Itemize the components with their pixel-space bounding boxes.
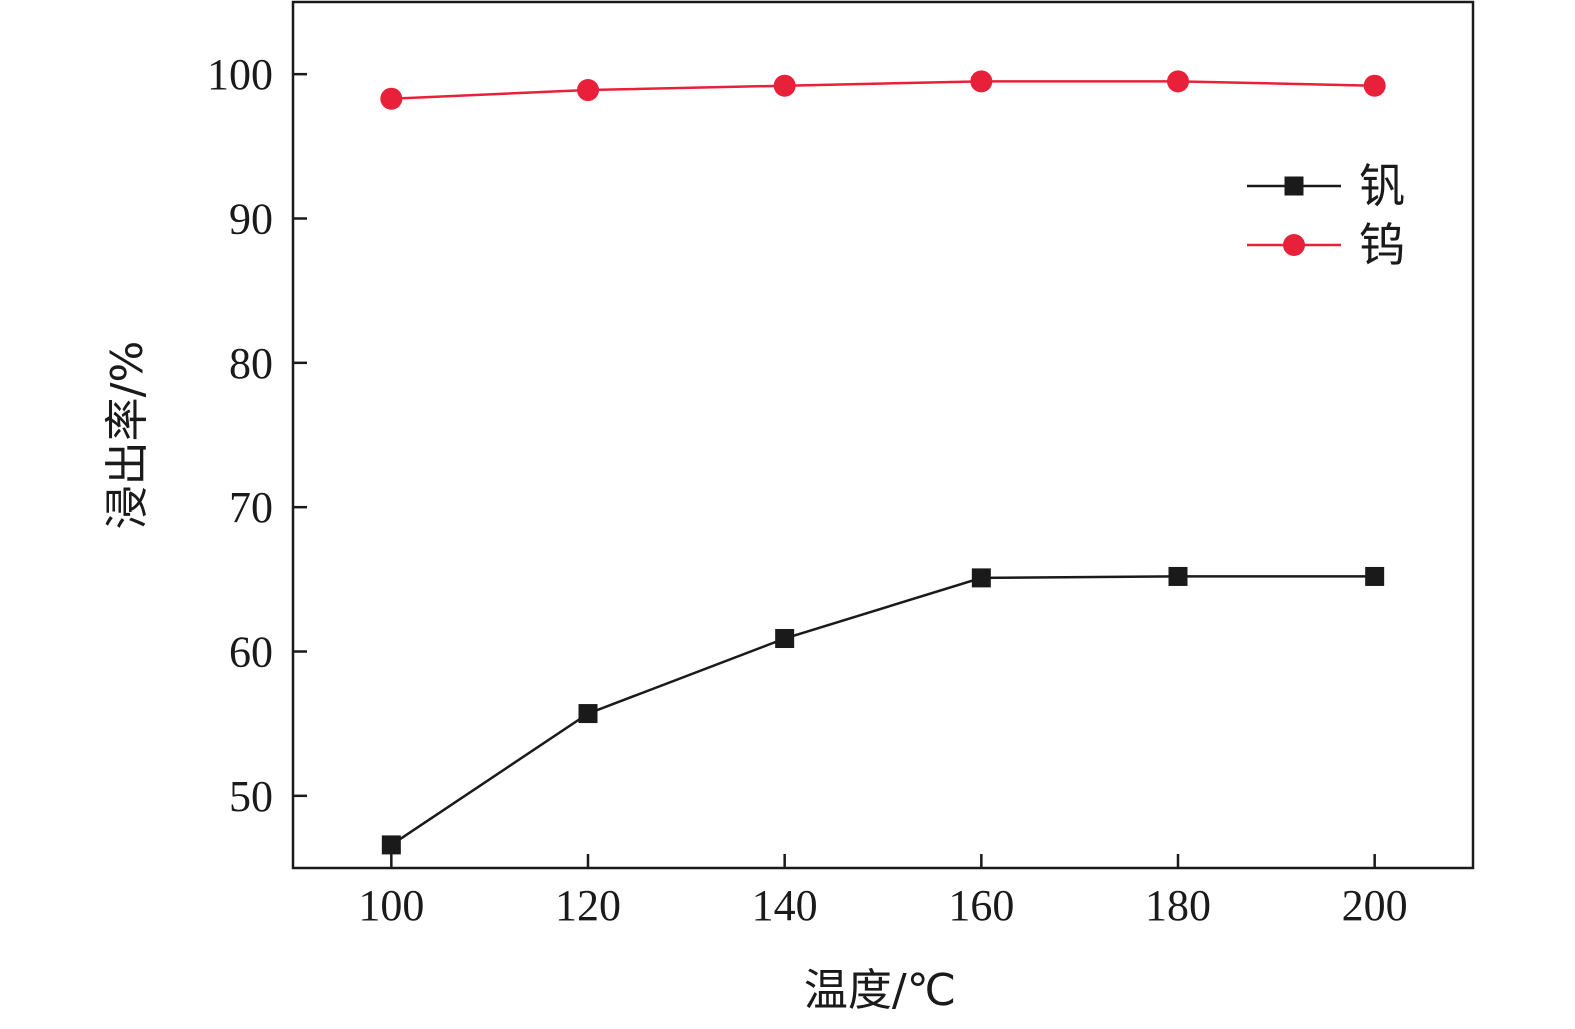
data-point-square: [971, 568, 991, 588]
data-point-circle: [380, 87, 403, 110]
data-point-circle: [773, 74, 796, 97]
y-axis-title: 浸出率/%: [102, 341, 153, 530]
x-tick-label: 100: [358, 881, 424, 930]
legend: 钒钨: [1247, 159, 1405, 272]
series-line-2: [391, 80, 1375, 100]
x-tick-label: 200: [1342, 881, 1408, 930]
y-axis-ticks: 50 60 70 80 90 100: [207, 50, 307, 821]
data-point-square: [775, 629, 795, 649]
x-axis-ticks: 100 120 140 160 180 200: [358, 854, 1408, 930]
data-point-square: [381, 835, 401, 855]
x-axis-title: 温度/℃: [804, 965, 956, 1016]
y-tick-label: 70: [229, 483, 273, 532]
x-tick-label: 120: [555, 881, 621, 930]
legend-label: 钨: [1359, 218, 1405, 272]
y-tick-label: 50: [229, 772, 273, 821]
data-point-circle: [1363, 74, 1386, 97]
x-tick-label: 180: [1145, 881, 1211, 930]
series-layer: [380, 70, 1386, 855]
y-tick-label: 80: [229, 339, 273, 388]
y-tick-label: 90: [229, 195, 273, 244]
plot-frame: [291, 0, 1475, 870]
y-tick-label: 60: [229, 628, 273, 677]
data-point-circle: [577, 79, 599, 102]
legend-label: 钒: [1359, 159, 1405, 213]
x-tick-label: 140: [752, 881, 818, 930]
legend-marker-square: [1284, 176, 1304, 196]
legend-marker-circle: [1283, 234, 1305, 256]
data-point-square: [1168, 566, 1188, 586]
data-point-square: [578, 704, 598, 724]
data-point-square: [1365, 566, 1385, 586]
series-line-1: [390, 575, 1375, 846]
y-tick-label: 100: [207, 50, 273, 99]
x-tick-label: 160: [948, 881, 1014, 930]
data-point-circle: [970, 70, 993, 93]
data-point-circle: [1167, 70, 1189, 93]
